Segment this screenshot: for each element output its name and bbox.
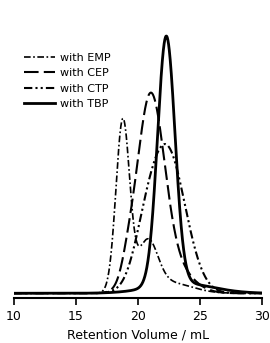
Legend: with EMP, with CEP, with CTP, with TBP: with EMP, with CEP, with CTP, with TBP [22, 50, 113, 111]
X-axis label: Retention Volume / mL: Retention Volume / mL [67, 328, 209, 341]
